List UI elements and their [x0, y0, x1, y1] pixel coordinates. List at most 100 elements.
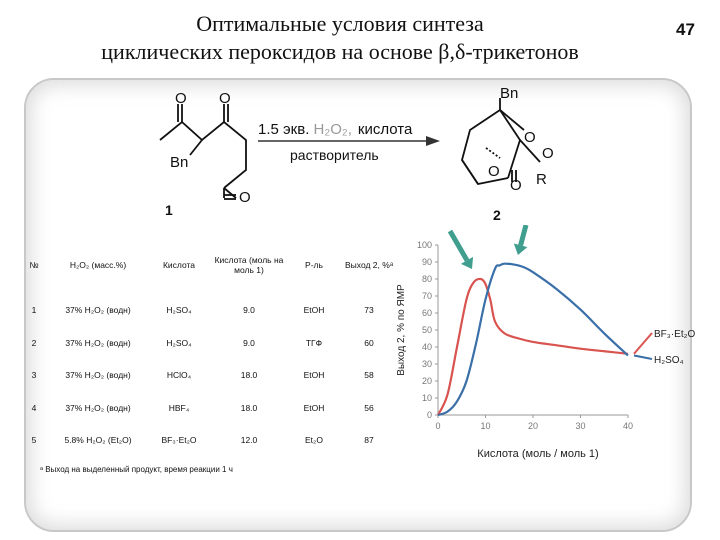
- cell-acid-amount: 12.0: [240, 435, 258, 446]
- cell-solvent: ТГФ: [305, 337, 323, 348]
- cell-acid-amount: 9.0: [243, 337, 255, 348]
- annotation-arrow-shaft: [447, 229, 470, 262]
- cell-acid: H₂SO₄: [166, 337, 192, 348]
- content-frame: [24, 78, 692, 532]
- cell-h2o2: 37% H₂O₂ (водн): [65, 337, 131, 348]
- reagent-h2o2: H₂O₂,: [314, 121, 352, 138]
- legend-line: [633, 332, 653, 355]
- series-line-bf3: [437, 277, 629, 416]
- table-row: 4 37% H₂O₂ (водн) HBF₄ 18.0 EtOH 56: [18, 392, 396, 425]
- annotation-arrow-head: [460, 256, 474, 269]
- title-line-1: Оптимальные условия синтеза: [196, 11, 484, 36]
- header-number: №: [29, 260, 39, 270]
- header-acid: Кислота: [162, 260, 196, 270]
- compound-2-oxygen-c: O: [488, 163, 500, 180]
- header-yield: Выход 2, %ᵃ: [345, 260, 393, 270]
- compound-1-oxygen-b: O: [219, 90, 231, 107]
- cell-number: 2: [31, 337, 37, 348]
- cell-acid: HBF₄: [168, 402, 190, 413]
- y-tick-label: 80: [422, 274, 432, 284]
- y-tick-label: 0: [427, 410, 432, 420]
- cell-number: 3: [31, 370, 37, 381]
- title-line-2: циклических пероксидов на основе β,δ-три…: [101, 39, 579, 64]
- table-row: 2 37% H₂O₂ (водн) H₂SO₄ 9.0 ТГФ 60: [18, 327, 396, 360]
- cell-solvent: EtOH: [303, 305, 325, 316]
- cell-number: 5: [31, 435, 37, 446]
- x-tick-label: 40: [623, 421, 633, 431]
- cell-yield: 73: [364, 305, 374, 316]
- yield-chart: 0 10 20 30 40 50 60 70 80 90 100 0 10 20 30 40 Кислота (…: [396, 225, 696, 460]
- chart-annotations: [447, 225, 529, 269]
- compound-2-bonds: [461, 98, 541, 186]
- compound-2-oxygen-d: O: [510, 177, 522, 194]
- annotation-arrow-head: [513, 243, 528, 255]
- legend-label: H₂SO₄: [654, 355, 684, 366]
- cell-acid: HClO₄: [166, 370, 192, 381]
- table-header-row: № H₂O₂ (масс.%) Кислота Кислота (моль на…: [18, 236, 396, 294]
- compound-2-oxygen-a: O: [524, 129, 536, 146]
- y-tick-label: 90: [422, 257, 432, 267]
- cell-yield: 60: [364, 337, 374, 348]
- x-tick-label: 10: [480, 421, 490, 431]
- x-tick-label: 30: [575, 421, 585, 431]
- table-row: 5 5.8% H₂O₂ (Et₂O) BF₃·Et₂O 12.0 Et₂O 87: [18, 424, 396, 457]
- compound-1-bonds: [159, 104, 247, 200]
- cell-yield: 87: [364, 435, 374, 446]
- legend-label: BF₃·Et₂O: [654, 329, 696, 340]
- table-row: 1 37% H₂O₂ (водн) H₂SO₄ 9.0 EtOH 73: [18, 294, 396, 327]
- cell-acid-amount: 9.0: [243, 305, 255, 316]
- solvent-line: растворитель: [290, 147, 379, 163]
- page-number: 47: [676, 20, 695, 39]
- cell-acid: BF₃·Et₂O: [161, 435, 197, 446]
- y-tick-label: 50: [422, 325, 432, 335]
- table-row: 3 37% H₂O₂ (водн) HClO₄ 18.0 EtOH 58: [18, 359, 396, 392]
- chart-legend: BF₃·Et₂O H₂SO₄: [633, 329, 696, 366]
- slide-title: Оптимальные условия синтеза циклических …: [40, 10, 640, 66]
- reaction-arrow: [258, 136, 440, 146]
- y-tick-label: 60: [422, 308, 432, 318]
- annotation-arrow: [447, 229, 474, 269]
- cell-solvent: EtOH: [303, 370, 325, 381]
- annotation-arrow: [513, 225, 529, 255]
- cell-yield: 58: [364, 370, 374, 381]
- compound-1-oxygen-a: O: [175, 90, 187, 107]
- cell-solvent: EtOH: [303, 402, 325, 413]
- cell-h2o2: 5.8% H₂O₂ (Et₂O): [64, 435, 132, 446]
- compound-2-r-group: R: [536, 171, 547, 188]
- y-axis-label: Выход 2, % по ЯМР: [396, 284, 407, 376]
- header-solvent: Р-ль: [305, 260, 323, 270]
- legend-line: [633, 354, 653, 360]
- cell-h2o2: 37% H₂O₂ (водн): [65, 402, 131, 413]
- y-tick-label: 20: [422, 376, 432, 386]
- chart-series: [437, 262, 629, 417]
- table-footnote: ᵃ Выход на выделенный продукт, время реа…: [40, 465, 233, 474]
- cell-number: 4: [31, 402, 37, 413]
- compound-1-oxygen-c: O: [239, 189, 251, 206]
- y-tick-label: 30: [422, 359, 432, 369]
- reagent-line: 1.5 экв. H₂O₂, кислота: [258, 121, 413, 138]
- y-tick-label: 10: [422, 393, 432, 403]
- cell-number: 1: [31, 305, 37, 316]
- compound-2-label: 2: [493, 207, 501, 223]
- conditions-table: № H₂O₂ (масс.%) Кислота Кислота (моль на…: [18, 236, 396, 457]
- compound-2-oxygen-b: O: [542, 145, 554, 162]
- cell-yield: 56: [364, 402, 374, 413]
- cell-solvent: Et₂O: [305, 435, 323, 446]
- reagent-acid: кислота: [358, 121, 413, 138]
- x-tick-label: 20: [528, 421, 538, 431]
- cell-h2o2: 37% H₂O₂ (водн): [65, 305, 131, 316]
- cell-acid-amount: 18.0: [240, 370, 258, 381]
- y-tick-label: 40: [422, 342, 432, 352]
- y-tick-label: 100: [417, 240, 432, 250]
- compound-1-bn-group: Bn: [170, 154, 188, 171]
- chart-axes: 0 10 20 30 40 50 60 70 80 90 100 0 10 20 30 40 Кислота (…: [396, 240, 633, 460]
- y-tick-label: 70: [422, 291, 432, 301]
- header-acid-amount: Кислота (моль на моль 1): [214, 255, 284, 275]
- cell-h2o2: 37% H₂O₂ (водн): [65, 370, 131, 381]
- reagent-prefix: 1.5 экв.: [258, 121, 314, 138]
- x-tick-label: 0: [435, 421, 440, 431]
- cell-acid: H₂SO₄: [166, 305, 192, 316]
- x-axis-label: Кислота (моль / моль 1): [477, 448, 598, 460]
- cell-acid-amount: 18.0: [240, 402, 258, 413]
